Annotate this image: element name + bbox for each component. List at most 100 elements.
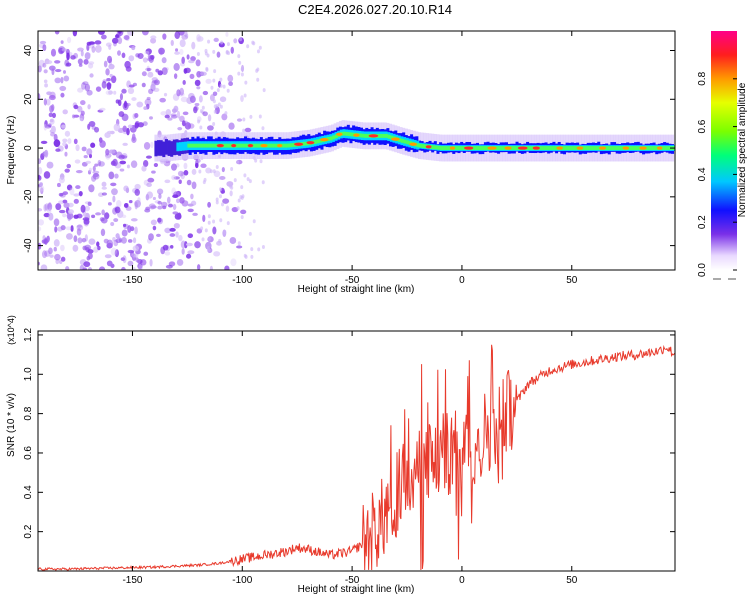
heatmap-cell (385, 133, 389, 138)
heatmap-cell (59, 85, 67, 91)
heatmap-cell (50, 132, 56, 137)
heatmap-cell (609, 146, 613, 151)
heatmap-cell (152, 225, 157, 231)
heatmap-cell (92, 170, 100, 174)
heatmap-cell (382, 133, 386, 138)
heatmap-cell (99, 107, 106, 112)
heatmap-cell (449, 146, 456, 150)
heatmap-cell (82, 267, 88, 270)
heatmap-cell (63, 202, 70, 209)
heatmap-cell (527, 146, 531, 151)
heatmap-cell (216, 88, 220, 93)
heatmap-cell (202, 111, 208, 117)
heatmap-cell (95, 44, 102, 53)
heatmap-cell (237, 198, 241, 203)
heatmap-cell (101, 192, 108, 196)
heatmap-cell (194, 102, 200, 107)
heatmap-cell (667, 146, 671, 151)
heatmap-cell (342, 131, 346, 136)
heatmap-cell (67, 202, 74, 208)
heatmap-cell (249, 114, 253, 119)
heatmap-cell (110, 247, 117, 256)
heatmap-cell (84, 244, 92, 251)
heatmap-cell (240, 95, 244, 102)
colorbar: 0.0 0.2 0.4 0.6 0.8 Normalized spectral ampl… (697, 31, 748, 280)
heatmap-cell (87, 201, 92, 207)
heatmap-cell (66, 212, 74, 220)
heatmap-cell (43, 171, 51, 179)
heatmap-cell (88, 184, 95, 193)
heatmap-cell (186, 179, 192, 186)
heatmap-cell (97, 245, 101, 251)
heatmap-cell (260, 144, 268, 148)
heatmap-cell (648, 146, 652, 151)
heatmap-cell (152, 80, 159, 84)
heatmap-cell (106, 82, 112, 90)
heatmap-cell (101, 34, 107, 40)
heatmap-cell (94, 126, 100, 133)
heatmap-cell (261, 245, 265, 250)
heatmap-cell (212, 219, 216, 224)
heatmap-cell (145, 206, 151, 211)
y-tick-label: 40 (23, 45, 34, 57)
heatmap-cell (94, 163, 99, 167)
heatmap-cell (181, 141, 185, 151)
heatmap-cell (209, 265, 213, 270)
heatmap-cell (226, 42, 230, 47)
heatmap-cell (83, 155, 88, 159)
y-tick-label: 0 (23, 145, 34, 151)
heatmap-cell (63, 75, 70, 82)
heatmap-cell (62, 191, 69, 196)
heatmap-cell (64, 130, 71, 137)
heatmap-cell (83, 58, 89, 65)
heatmap-cell (619, 146, 623, 151)
heatmap-cell (585, 146, 589, 151)
heatmap-cell (332, 135, 336, 140)
heatmap-cell (495, 146, 499, 151)
heatmap-cell (107, 55, 113, 64)
heatmap-cell (212, 169, 216, 174)
heatmap-cell (271, 143, 275, 148)
heatmap-cell (282, 143, 286, 148)
heatmap-cell (201, 105, 205, 110)
heatmap-cell (246, 177, 250, 182)
heatmap-cell (69, 187, 75, 196)
heatmap-cell (39, 40, 47, 45)
heatmap-cell (255, 68, 259, 73)
heatmap-cell (574, 146, 578, 151)
heatmap-cell (205, 66, 209, 71)
heatmap-cell (180, 96, 188, 103)
heatmap-cell (176, 142, 180, 152)
heatmap-cell (408, 141, 412, 146)
heatmap-cell (219, 218, 223, 223)
heatmap-cell (169, 233, 176, 237)
heatmap-cell (229, 184, 233, 189)
spectrogram-frame (37, 30, 676, 271)
heatmap-cell (39, 182, 43, 187)
heatmap-cell (80, 100, 86, 106)
heatmap-cell (94, 40, 102, 45)
heatmap-cell (437, 145, 441, 150)
heatmap-cell (173, 63, 180, 71)
heatmap-cell (64, 151, 68, 157)
heatmap-cell (482, 146, 486, 151)
heatmap-cell (419, 143, 423, 148)
heatmap-cell (112, 195, 116, 203)
heatmap-cell (131, 253, 138, 258)
x-tick-label: 0 (459, 275, 465, 286)
heatmap-cell (50, 48, 57, 57)
heatmap-cell (174, 51, 180, 55)
heatmap-cell (46, 208, 52, 214)
heatmap-cell (66, 184, 73, 191)
heatmap-cell (196, 264, 201, 270)
heatmap-cell (234, 143, 238, 148)
y-tick-label: 20 (23, 93, 34, 105)
heatmap-cell (131, 45, 136, 51)
heatmap-cell (540, 146, 544, 151)
heatmap-cell (131, 97, 137, 101)
heatmap-cell (184, 67, 191, 74)
heatmap-cell (105, 154, 111, 160)
heatmap-cell (236, 118, 243, 122)
heatmap-cell (212, 49, 216, 54)
heatmap-cell (65, 233, 73, 240)
